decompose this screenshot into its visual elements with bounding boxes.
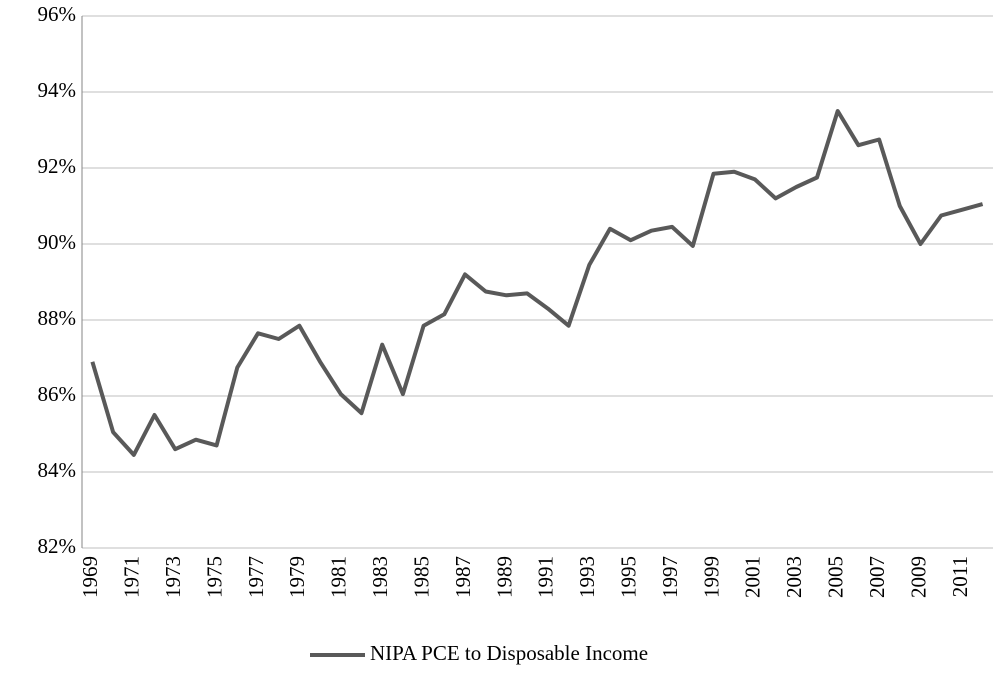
x-tick-label: 2007 (865, 556, 889, 598)
x-tick-label: 2003 (782, 556, 806, 598)
x-tick-label: 1999 (699, 556, 723, 598)
y-tick-label: 86% (38, 382, 77, 406)
x-tick-label: 1971 (120, 556, 144, 598)
x-tick-label: 1969 (78, 556, 102, 598)
y-tick-label: 84% (38, 458, 77, 482)
y-tick-label: 88% (38, 306, 77, 330)
y-tick-label: 90% (38, 230, 77, 254)
y-tick-label: 92% (38, 154, 77, 178)
x-tick-label: 2011 (948, 556, 972, 597)
y-tick-label: 82% (38, 534, 77, 558)
legend-label: NIPA PCE to Disposable Income (370, 641, 648, 665)
x-tick-label: 1997 (658, 556, 682, 598)
x-tick-label: 1989 (492, 556, 516, 598)
x-tick-label: 1975 (202, 556, 226, 598)
y-tick-label: 94% (38, 78, 77, 102)
x-tick-label: 1995 (616, 556, 640, 598)
x-tick-label: 1983 (368, 556, 392, 598)
x-tick-label: 1981 (327, 556, 351, 598)
x-tick-label: 2001 (741, 556, 765, 598)
x-tick-label: 1977 (244, 556, 268, 598)
x-tick-label: 2009 (906, 556, 930, 598)
x-tick-label: 1987 (451, 556, 475, 598)
x-tick-label: 1991 (534, 556, 558, 598)
line-series (90, 109, 984, 457)
x-tick-label: 1979 (285, 556, 309, 598)
x-tick-label: 1993 (575, 556, 599, 598)
x-tick-label: 1985 (409, 556, 433, 598)
x-tick-label: 2005 (824, 556, 848, 598)
y-tick-label: 96% (38, 2, 77, 26)
x-tick-label: 1973 (161, 556, 185, 598)
